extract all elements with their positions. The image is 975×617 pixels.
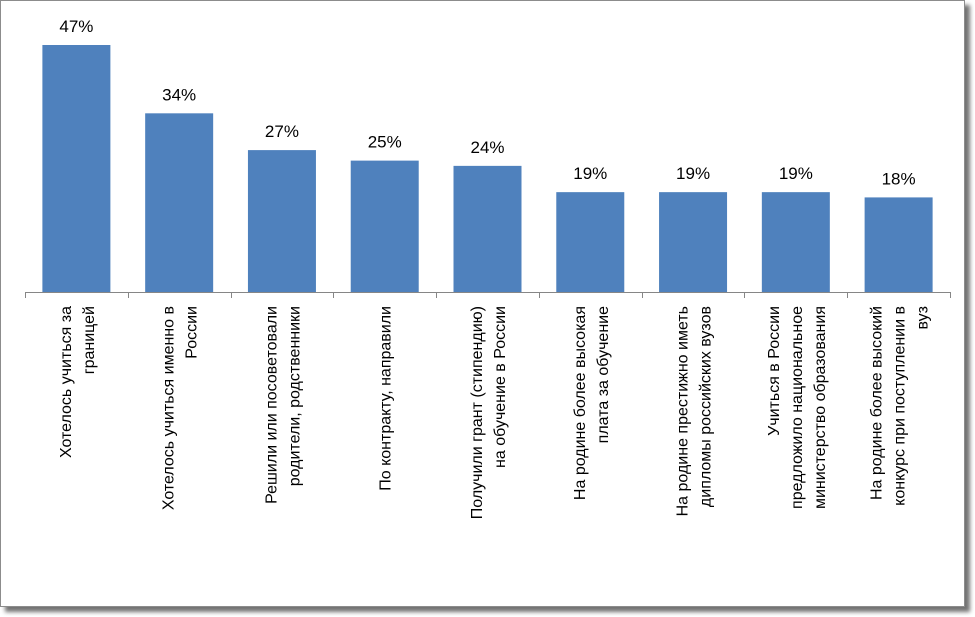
category-label: Решили или посоветовали родители, родстве…	[263, 306, 303, 504]
category-label-line: предложило национальное	[789, 306, 806, 509]
category-label-line: На родине престижно иметь	[675, 306, 692, 516]
category-label-line: Учиться в России	[766, 306, 783, 436]
category-label-line: границей	[81, 306, 98, 374]
category-label-line: дипломы российских вузов	[698, 306, 715, 507]
data-label: 19%	[676, 164, 710, 183]
category-label-line: Получили грант (стипендию)	[469, 306, 486, 519]
category-labels-layer: Хотелось учиться за границей Хотелось учит…	[58, 306, 932, 519]
data-label: 25%	[368, 133, 402, 152]
category-label-line: Хотелось учиться именно в	[161, 306, 178, 510]
data-label: 18%	[882, 169, 916, 188]
category-label: Получили грант (стипендию) на обучение в …	[469, 306, 509, 519]
data-label: 27%	[265, 122, 299, 141]
category-label: Хотелось учиться именно в России	[161, 306, 201, 510]
category-label: Хотелось учиться за границей	[58, 306, 98, 458]
category-label: По контракту, направили	[378, 306, 395, 491]
category-label-line: министерство образования	[812, 306, 829, 509]
bar	[145, 113, 214, 292]
bar	[659, 192, 728, 292]
data-label: 47%	[59, 17, 93, 36]
category-label-line: России	[184, 306, 201, 359]
category-label-line: плата за обучение	[595, 306, 612, 443]
data-label: 19%	[573, 164, 607, 183]
category-label: На родине более высокая плата за обучение	[572, 306, 612, 500]
category-label-line: вуз	[915, 306, 932, 329]
data-label: 34%	[162, 85, 196, 104]
category-label-line: По контракту, направили	[378, 306, 395, 491]
data-label: 24%	[470, 138, 504, 157]
category-label: На родине более высокий конкурс при посту…	[869, 306, 932, 506]
bar	[42, 45, 111, 292]
category-label: Учиться в России предложило национальное м…	[766, 306, 829, 509]
bar	[761, 192, 830, 292]
bar	[247, 150, 316, 292]
category-label-line: родители, родственники	[286, 306, 303, 486]
data-label: 19%	[779, 164, 813, 183]
bars-layer	[42, 45, 933, 292]
x-axis	[25, 292, 951, 298]
bar	[864, 197, 933, 292]
category-label-line: Хотелось учиться за	[58, 306, 75, 458]
bar	[556, 192, 625, 292]
category-label-line: На родине более высокая	[572, 306, 589, 500]
category-label-line: На родине более высокий	[869, 306, 886, 500]
category-label: На родине престижно иметь дипломы российс…	[675, 306, 715, 516]
category-label-line: на обучение в России	[492, 306, 509, 468]
bar	[453, 165, 522, 292]
category-label-line: конкурс при поступлении в	[892, 306, 909, 506]
category-label-line: Решили или посоветовали	[263, 306, 280, 504]
data-labels-layer: 47% 34% 27% 25% 24% 19% 19% 19% 18%	[59, 17, 915, 188]
bar	[350, 160, 419, 292]
chart-frame	[0, 0, 965, 607]
